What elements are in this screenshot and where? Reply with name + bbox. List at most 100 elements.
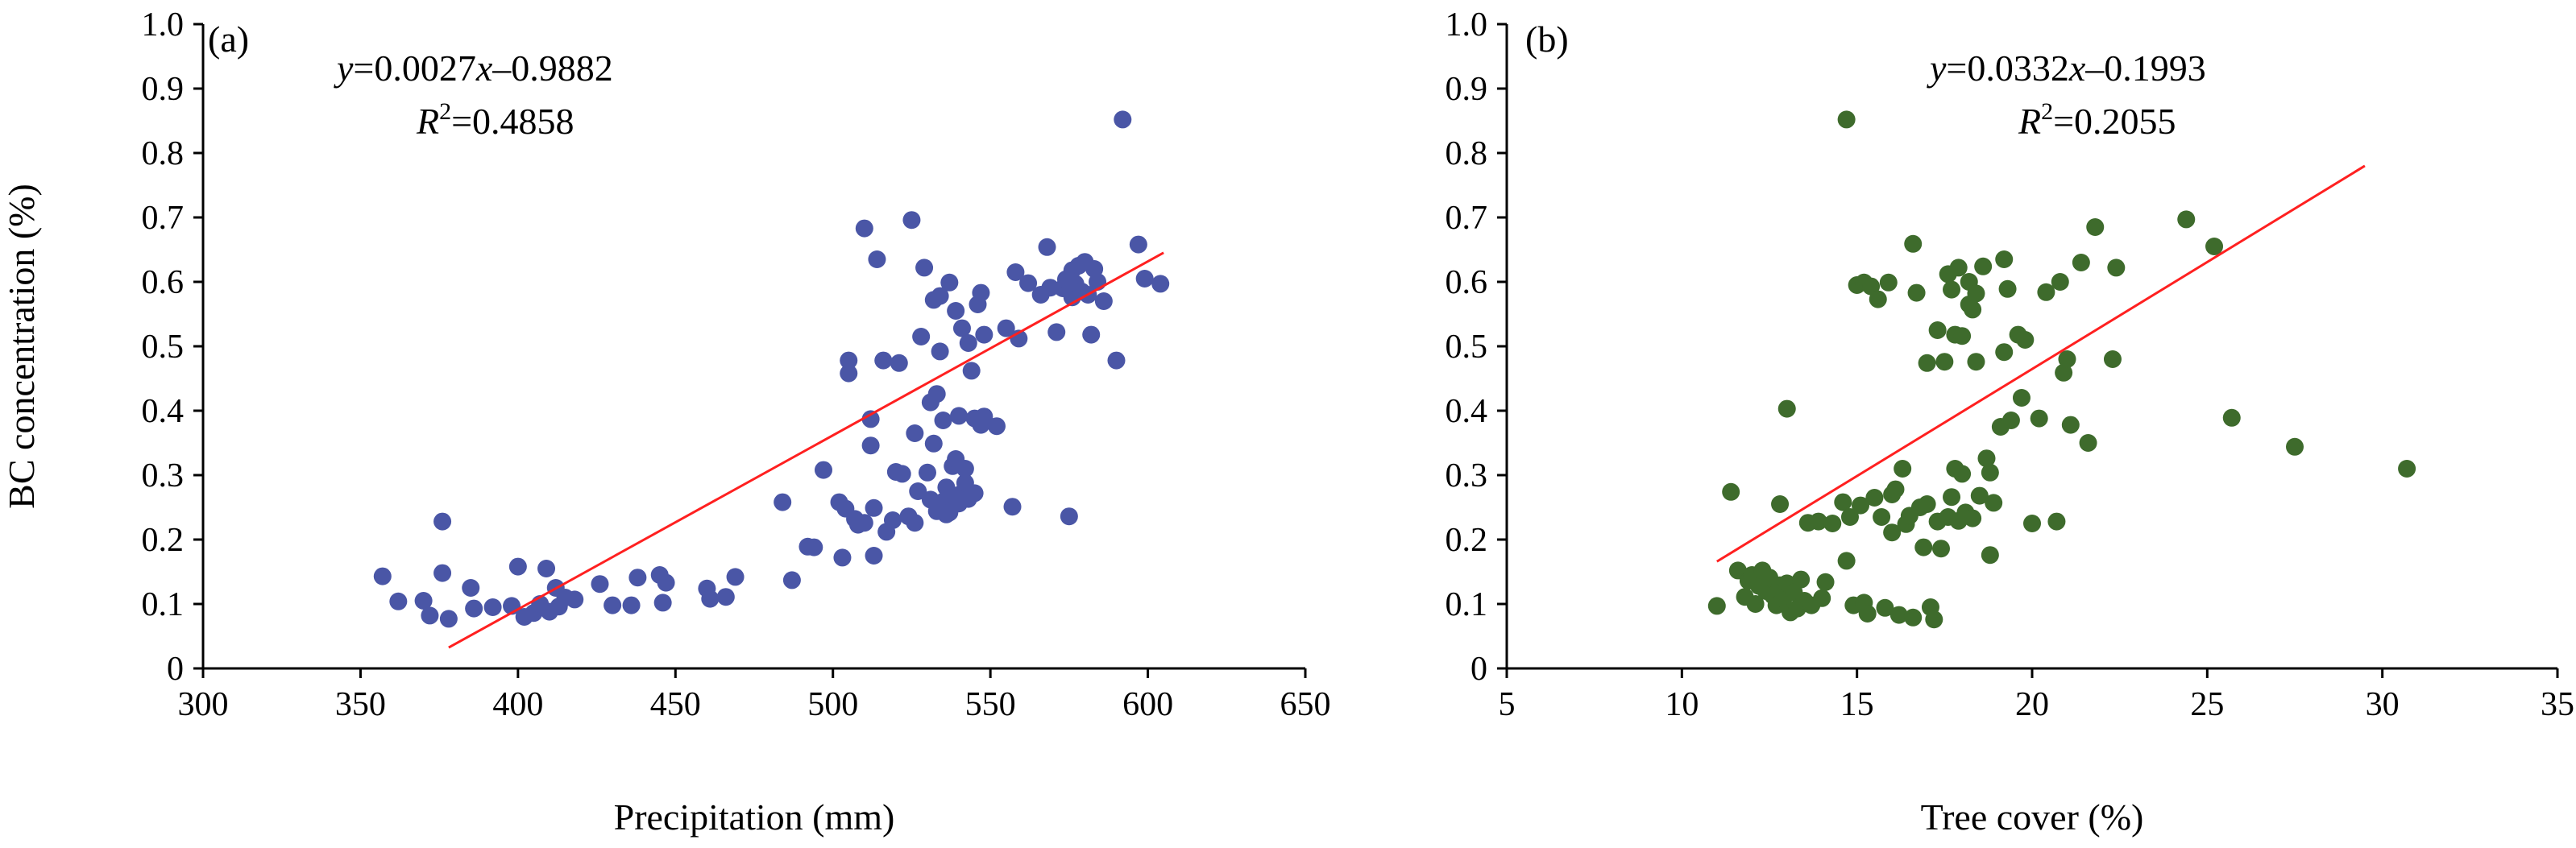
data-point (1985, 494, 2003, 512)
data-point (2001, 412, 2020, 429)
data-point (997, 319, 1015, 337)
data-point (1094, 292, 1113, 310)
data-point (947, 302, 965, 320)
x-tick-label: 15 (1840, 686, 1874, 723)
data-point (1981, 463, 1999, 482)
data-point (874, 351, 893, 370)
data-point (906, 514, 924, 532)
data-point (1967, 284, 1985, 303)
data-point (1943, 280, 1961, 299)
data-point (965, 484, 984, 503)
y-tick-label: 0.3 (1446, 457, 1488, 494)
data-point (1873, 508, 1891, 526)
data-point (865, 498, 883, 517)
data-point (962, 362, 981, 380)
data-point (1006, 263, 1025, 281)
data-point (1837, 552, 1856, 570)
y-tick-label: 0.9 (142, 71, 185, 108)
x-axis-title: Precipitation (mm) (614, 796, 895, 838)
r2-r: R (416, 101, 439, 142)
data-point (909, 482, 927, 500)
x-tick-label: 650 (1280, 686, 1331, 723)
trendline (448, 251, 1164, 649)
data-point (421, 606, 439, 625)
data-point (1876, 598, 1894, 617)
data-point (433, 564, 452, 582)
data-point (566, 590, 584, 609)
data-point (1907, 283, 1926, 302)
data-point (508, 557, 527, 576)
x-ticks: 5 10 15 20 25 30 35 (1499, 668, 2574, 723)
x-tick-label: 550 (965, 686, 1016, 723)
data-point (2061, 416, 2080, 434)
data-point (805, 538, 823, 556)
x-tick-label: 500 (807, 686, 858, 723)
data-point (433, 512, 452, 531)
r2-value: =0.2055 (2053, 101, 2176, 142)
data-point (2086, 218, 2105, 236)
data-point (855, 219, 873, 238)
data-point (1813, 589, 1831, 607)
data-point (959, 334, 977, 352)
data-point (465, 599, 483, 618)
eq-x: x (2068, 48, 2086, 89)
r2-r: R (2018, 101, 2041, 142)
data-point (1904, 608, 1923, 627)
data-point (653, 594, 672, 612)
data-point (2047, 512, 2066, 531)
y-axis-title: BC concentration (%) (1, 184, 42, 509)
data-point (1722, 482, 1740, 501)
y-tick-label: 0.2 (142, 522, 185, 559)
data-point (1879, 273, 1898, 292)
data-point (2058, 350, 2076, 368)
eq-x: x (475, 48, 493, 89)
data-point (1777, 399, 1796, 418)
data-points (1707, 110, 2416, 629)
data-point (1003, 498, 1022, 516)
data-points (373, 110, 1170, 628)
y-tick-label: 0.7 (142, 200, 185, 237)
data-point (2037, 283, 2055, 301)
data-point (2107, 259, 2126, 277)
data-point (950, 407, 969, 425)
panel-a: 0 0.1 0.2 0.3 0.4 0.5 0.6 0.7 0.8 0.9 1.0 300 350 40… (1, 6, 1331, 838)
data-point (902, 211, 921, 230)
trendline (1716, 164, 2366, 563)
data-point (439, 610, 458, 628)
data-point (2398, 460, 2416, 478)
data-point (868, 250, 886, 268)
data-point (483, 598, 502, 616)
y-tick-label: 0.4 (1446, 393, 1488, 430)
data-point (2177, 210, 2196, 229)
y-tick-label: 0.6 (1446, 264, 1488, 301)
data-point (537, 560, 556, 577)
data-point (1883, 523, 1902, 542)
data-point (1792, 570, 1811, 589)
data-point (1151, 275, 1170, 293)
eq-slope: =0.0332 (1946, 48, 2068, 89)
data-point (1928, 321, 1947, 339)
data-point (1949, 259, 1968, 277)
data-point (2016, 331, 2035, 349)
y-tick-label: 0.9 (1446, 71, 1488, 108)
data-point (373, 567, 392, 585)
data-point (1707, 597, 1726, 615)
data-point (1889, 606, 1908, 624)
data-point (726, 568, 745, 586)
data-point (1038, 238, 1056, 256)
data-point (987, 417, 1006, 436)
data-point (890, 354, 908, 372)
data-point (1918, 354, 1936, 372)
data-point (1886, 480, 1905, 498)
data-point (1840, 508, 1859, 526)
data-point (1894, 460, 1912, 478)
data-point (591, 575, 609, 594)
data-point (657, 573, 675, 592)
x-tick-label: 300 (178, 686, 229, 723)
data-point (855, 514, 873, 532)
y-tick-label: 0.5 (142, 329, 185, 366)
data-point (1869, 290, 1887, 308)
data-point (1082, 325, 1101, 344)
data-point (924, 434, 943, 453)
